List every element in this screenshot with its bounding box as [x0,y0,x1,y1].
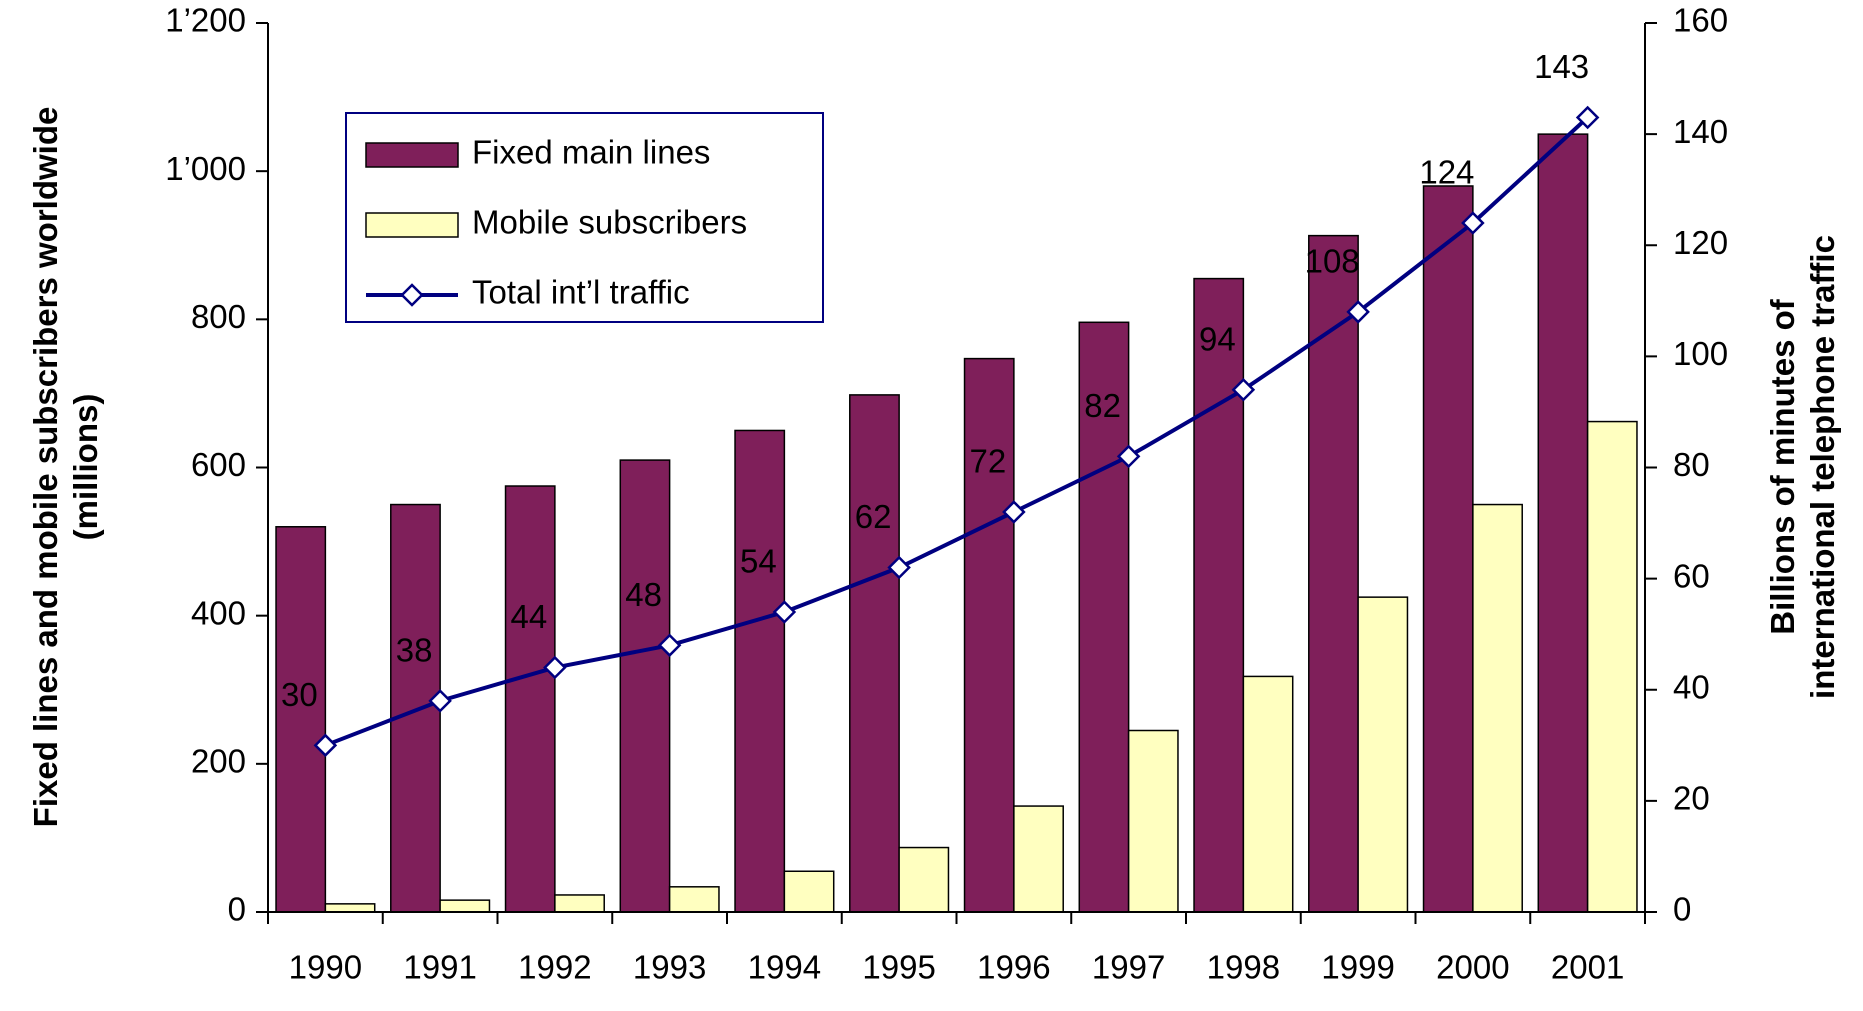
bar [1357,596,1409,913]
data-label: 54 [740,543,777,580]
x-tick-label: 1996 [977,949,1050,986]
data-label: 82 [1084,387,1121,424]
data-label: 72 [970,443,1007,480]
line-marker [887,555,911,580]
data-label: 30 [281,676,318,713]
bar [1422,185,1474,913]
line-marker [1231,377,1256,402]
line-marker [313,733,338,758]
line-marker [1461,211,1485,235]
bar [619,459,671,913]
bar [1242,675,1294,913]
x-tick-label: 1992 [518,949,591,986]
x-tick-label: 1994 [748,949,821,986]
y2-tick-label: 140 [1673,113,1728,150]
y2-tick-label: 0 [1673,891,1691,928]
bar [275,526,327,913]
data-label: 44 [511,598,548,635]
line-marker [772,600,797,624]
line-marker [1346,300,1370,324]
y-tick-label: 0 [228,891,246,928]
bar [1127,729,1179,913]
y2-tick-label: 160 [1673,2,1728,39]
legend: Fixed main lines Mobile subscribers Total … [345,112,824,323]
line-marker [543,655,567,680]
y-tick-label: 1’200 [165,2,246,39]
legend-swatch [365,142,459,168]
line-marker [657,633,682,658]
line-marker [428,689,452,713]
legend-label: Total int’l traffic [472,274,690,311]
bar [668,886,720,913]
bar [1193,277,1245,913]
x-tick-label: 2000 [1436,949,1509,986]
bar [1537,133,1589,913]
data-label: 62 [855,498,892,535]
x-tick-label: 2001 [1551,949,1624,986]
axis-title: Billions of minutes ofinternational tele… [1764,235,1841,699]
bar [1013,805,1064,913]
bar [439,899,491,913]
y2-tick-label: 60 [1673,557,1710,594]
data-label: 38 [396,632,433,669]
y-tick-label: 1’000 [165,150,246,187]
y2-tick-label: 100 [1673,335,1728,372]
line-marker [1575,105,1600,130]
axis-title: Fixed lines and mobile subscribers world… [27,107,104,828]
line-marker [1116,444,1141,469]
x-tick-label: 1993 [633,949,706,986]
bar [1078,321,1130,913]
bar [734,429,786,913]
bar [963,357,1015,913]
legend-label: Mobile subscribers [472,204,747,241]
legend-label: Fixed main lines [472,134,710,171]
y2-tick-label: 20 [1673,780,1710,817]
legend-swatch [365,212,459,238]
y-tick-label: 800 [191,298,246,335]
x-tick-label: 1997 [1092,949,1165,986]
y-tick-label: 200 [191,743,246,780]
y2-tick-label: 40 [1673,668,1710,705]
bar [1472,503,1523,913]
data-label: 108 [1305,243,1360,280]
data-label: 48 [625,576,662,613]
x-tick-label: 1991 [403,949,476,986]
bar [783,870,835,913]
bar [898,846,950,913]
bar [849,394,900,913]
y-tick-label: 400 [191,594,246,631]
x-tick-label: 1998 [1207,949,1280,986]
line [324,115,1589,748]
y-tick-label: 600 [191,446,246,483]
x-tick-label: 1999 [1321,949,1394,986]
bar [390,503,441,913]
y2-tick-label: 80 [1673,446,1710,483]
data-label: 143 [1534,48,1589,85]
bar [1308,234,1359,913]
data-label: 94 [1199,320,1236,357]
bar [504,485,556,913]
x-tick-label: 1995 [862,949,935,986]
bar [1586,420,1638,913]
legend-marker [400,283,424,307]
bar [554,894,605,913]
x-tick-label: 1990 [289,949,362,986]
y2-tick-label: 120 [1673,224,1728,261]
line-marker [1002,500,1026,524]
bar [324,903,376,913]
data-label: 124 [1419,154,1474,191]
